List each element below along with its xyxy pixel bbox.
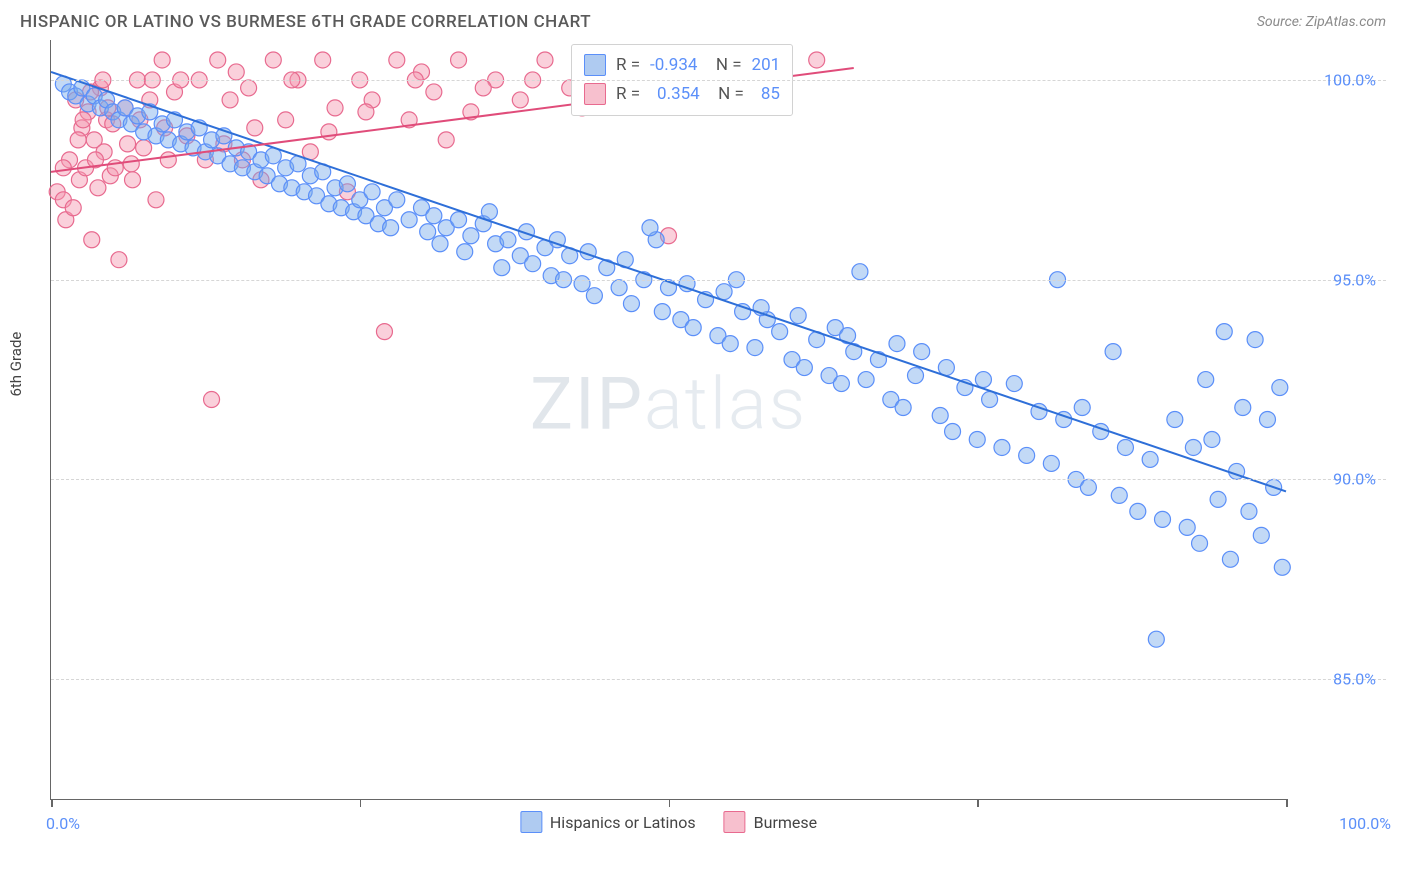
chart-source: Source: ZipAtlas.com <box>1257 14 1386 30</box>
swatch-pink-icon <box>724 811 746 833</box>
chart-title: HISPANIC OR LATINO VS BURMESE 6TH GRADE … <box>20 12 591 32</box>
x-min-label: 0.0% <box>46 814 80 833</box>
n-value-pink: 85 <box>761 80 780 109</box>
swatch-blue <box>584 54 606 76</box>
series-legend: Hispanics or Latinos Burmese <box>520 811 817 833</box>
plot-area: ZIPatlas R = -0.934 N = 201 R = 0.354 N … <box>50 40 1286 800</box>
y-grid-label: 95.0% <box>1333 270 1376 289</box>
scatter-svg <box>51 40 1286 799</box>
chart-header: HISPANIC OR LATINO VS BURMESE 6TH GRADE … <box>0 0 1406 40</box>
legend-row-pink: R = 0.354 N = 85 <box>584 80 780 109</box>
legend-item-hispanic: Hispanics or Latinos <box>520 811 696 833</box>
y-axis-title: 6th Grade <box>7 332 25 397</box>
legend-label-burmese: Burmese <box>754 813 817 832</box>
n-value-blue: 201 <box>752 51 781 80</box>
y-grid-label: 85.0% <box>1333 670 1376 689</box>
legend-row-blue: R = -0.934 N = 201 <box>584 51 780 80</box>
y-grid-label: 90.0% <box>1333 470 1376 489</box>
r-value-pink: 0.354 <box>657 80 700 109</box>
x-max-label: 100.0% <box>1339 814 1391 833</box>
legend-item-burmese: Burmese <box>724 811 817 833</box>
legend-label-hispanic: Hispanics or Latinos <box>550 813 696 832</box>
y-grid-label: 100.0% <box>1324 70 1376 89</box>
chart-container: 6th Grade ZIPatlas R = -0.934 N = 201 R … <box>20 40 1386 800</box>
swatch-pink <box>584 83 606 105</box>
r-value-blue: -0.934 <box>650 51 697 80</box>
swatch-blue-icon <box>520 811 542 833</box>
